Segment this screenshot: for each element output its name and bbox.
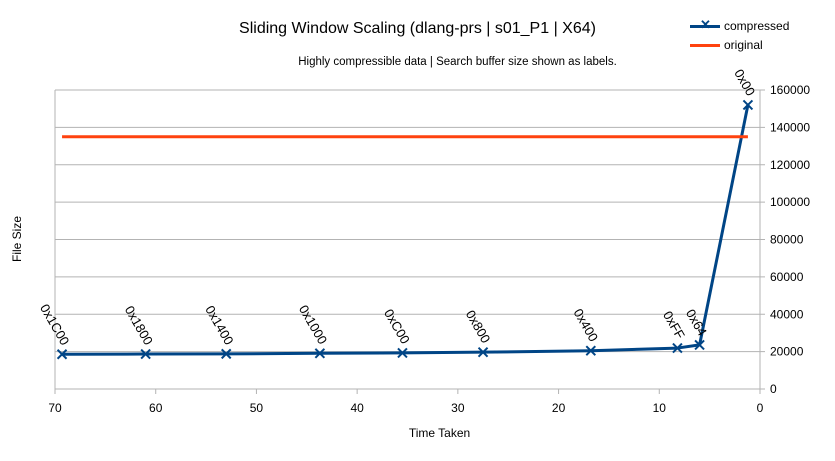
- y-axis-label: File Size: [10, 215, 24, 262]
- data-point-compressed: [221, 348, 232, 360]
- data-point-compressed: [314, 348, 326, 359]
- x-tick-label: 0: [757, 401, 764, 415]
- x-tick-label: 50: [250, 401, 264, 415]
- legend-label-compressed: compressed: [724, 18, 790, 33]
- data-point-compressed: [694, 339, 705, 351]
- series-line-compressed: [62, 104, 750, 356]
- legend-swatch-original: [690, 39, 720, 51]
- x-tick-label: 30: [451, 401, 465, 415]
- legend: ✕ compressed original: [690, 16, 789, 54]
- y-tick-label: 40000: [770, 307, 804, 321]
- y-tick-label: 120000: [770, 158, 810, 172]
- legend-item-compressed: ✕ compressed: [690, 16, 789, 35]
- y-tick-label: 60000: [770, 270, 804, 284]
- data-point-compressed: [585, 345, 597, 356]
- y-tick-label: 80000: [770, 233, 804, 247]
- data-point-compressed: [672, 342, 683, 354]
- x-tick-label: 10: [653, 401, 667, 415]
- data-label: 0xC00: [381, 306, 413, 346]
- chart-subtitle: Highly compressible data | Search buffer…: [298, 56, 617, 68]
- legend-item-original: original: [690, 35, 789, 54]
- data-label: 0x1400: [202, 303, 236, 347]
- data-point-compressed: [56, 349, 68, 360]
- data-label: 0x400: [570, 306, 601, 344]
- data-label: 0x1800: [122, 303, 156, 347]
- y-tick-label: 160000: [770, 83, 810, 97]
- data-label: 0x00: [731, 67, 758, 99]
- y-tick-label: 0: [770, 382, 777, 396]
- legend-label-original: original: [724, 37, 763, 52]
- data-point-compressed: [140, 348, 151, 360]
- data-point-compressed: [477, 346, 489, 358]
- data-point-compressed: [397, 347, 408, 359]
- chart-title: Sliding Window Scaling (dlang-prs | s01_…: [239, 20, 596, 37]
- x-axis-label: Time Taken: [408, 426, 471, 440]
- legend-swatch-compressed: ✕: [690, 17, 720, 32]
- x-tick-label: 70: [48, 401, 62, 415]
- y-tick-label: 140000: [770, 120, 810, 134]
- data-point-compressed: [742, 99, 754, 111]
- data-label: 0x800: [463, 308, 494, 346]
- x-tick-label: 20: [552, 401, 566, 415]
- x-tick-label: 60: [149, 401, 163, 415]
- y-tick-label: 100000: [770, 195, 810, 209]
- data-label: 0x1000: [296, 302, 330, 346]
- x-tick-label: 40: [350, 401, 364, 415]
- y-tick-label: 20000: [770, 345, 804, 359]
